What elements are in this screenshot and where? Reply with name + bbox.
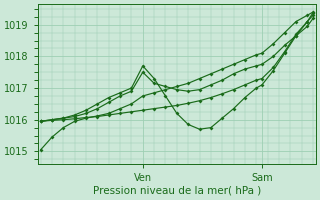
X-axis label: Pression niveau de la mer( hPa ): Pression niveau de la mer( hPa ): [93, 186, 261, 196]
